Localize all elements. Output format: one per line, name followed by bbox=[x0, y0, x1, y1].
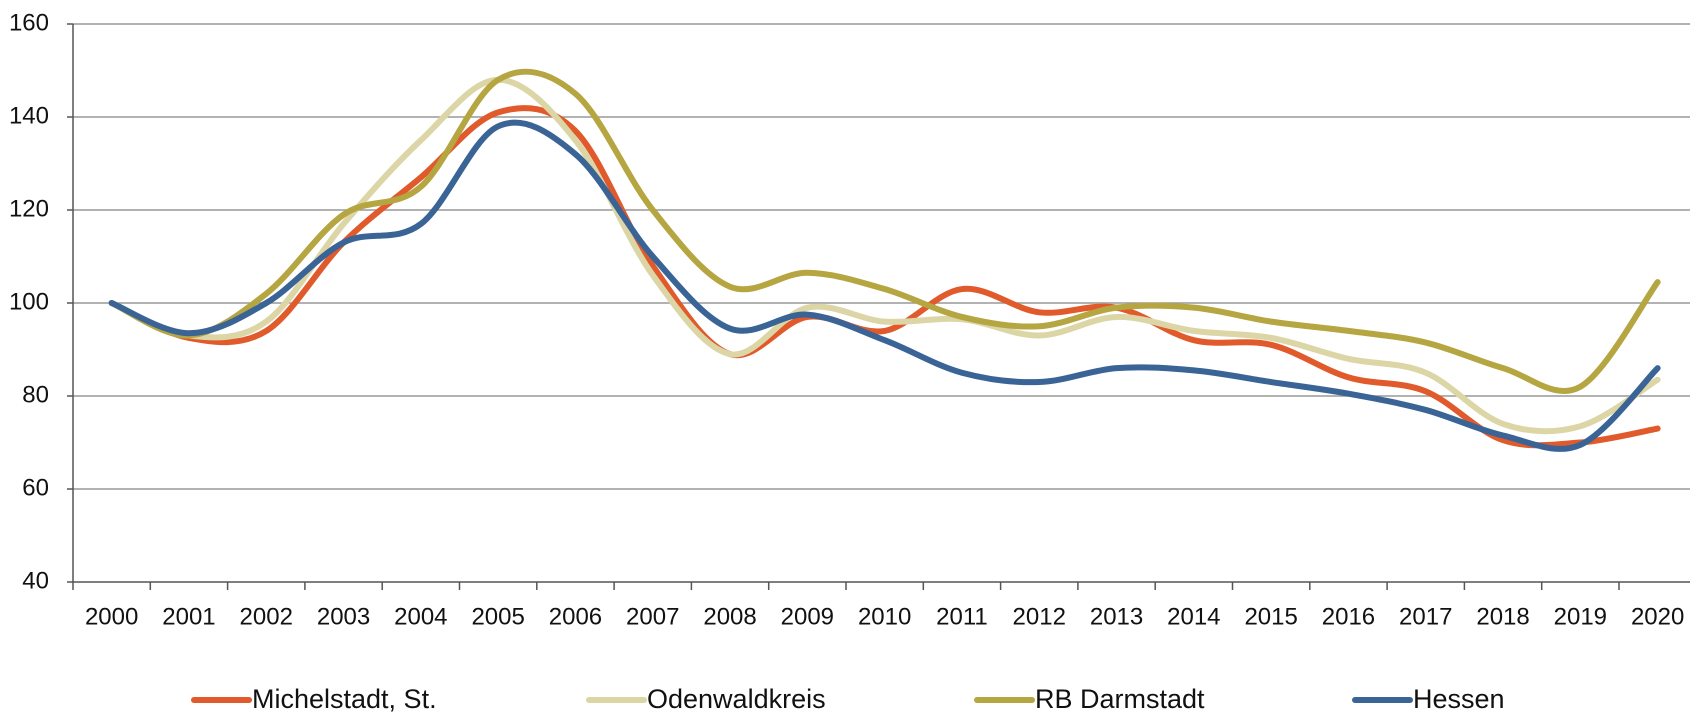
x-tick-label: 2012 bbox=[1013, 603, 1066, 630]
y-tick-label: 60 bbox=[22, 474, 49, 501]
x-tick-label: 2020 bbox=[1631, 603, 1684, 630]
legend-label: RB Darmstadt bbox=[1035, 684, 1205, 714]
x-tick-label: 2009 bbox=[781, 603, 834, 630]
x-tick-label: 2007 bbox=[626, 603, 679, 630]
x-tick-label: 2005 bbox=[471, 603, 524, 630]
line-series bbox=[108, 76, 1661, 435]
x-tick-label: 2011 bbox=[936, 603, 988, 630]
x-tick-label: 2014 bbox=[1167, 603, 1220, 630]
y-tick-label: 100 bbox=[9, 288, 49, 315]
y-tick-label: 40 bbox=[22, 567, 49, 594]
x-tick-label: 2017 bbox=[1399, 603, 1452, 630]
x-tick-label: 2002 bbox=[240, 603, 293, 630]
x-tick-label: 2001 bbox=[162, 603, 215, 630]
x-tick-label: 2010 bbox=[858, 603, 911, 630]
line-series bbox=[108, 105, 1661, 449]
y-tick-label: 120 bbox=[9, 195, 49, 222]
legend-label: Odenwaldkreis bbox=[647, 684, 826, 714]
x-tick-label: 2000 bbox=[85, 603, 138, 630]
legend-label: Hessen bbox=[1413, 684, 1505, 714]
line-series bbox=[108, 119, 1661, 452]
x-tick-label: 2004 bbox=[394, 603, 447, 630]
y-tick-label: 160 bbox=[9, 9, 49, 36]
x-tick-label: 2013 bbox=[1090, 603, 1143, 630]
x-tick-label: 2003 bbox=[317, 603, 370, 630]
y-tick-label: 140 bbox=[9, 102, 49, 129]
x-tick-label: 2015 bbox=[1244, 603, 1297, 630]
legend-label: Michelstadt, St. bbox=[252, 684, 437, 714]
y-tick-label: 80 bbox=[22, 381, 49, 408]
x-tick-label: 2016 bbox=[1322, 603, 1375, 630]
line-series bbox=[108, 68, 1661, 394]
x-tick-label: 2006 bbox=[549, 603, 602, 630]
x-tick-label: 2019 bbox=[1554, 603, 1607, 630]
x-tick-label: 2008 bbox=[703, 603, 756, 630]
x-tick-label: 2018 bbox=[1476, 603, 1529, 630]
